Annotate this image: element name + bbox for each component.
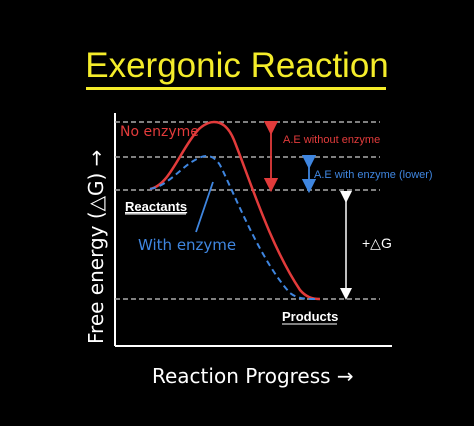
with-enzyme-pointer xyxy=(195,181,214,233)
with-enzyme-curve xyxy=(149,155,319,300)
ae-without-enzyme-label: A.E without enzyme xyxy=(283,134,380,146)
products-label: Products xyxy=(282,309,338,324)
reactants-label: Reactants xyxy=(125,199,187,214)
ae-with-enzyme-label: A.E with enzyme (lower) xyxy=(314,169,433,181)
with-enzyme-label: With enzyme xyxy=(138,236,236,254)
y-axis-label: Free energy (△G) → xyxy=(84,150,108,344)
title-underline xyxy=(86,87,386,90)
delta-g-label: +△G xyxy=(362,235,392,251)
no-enzyme-label: No enzyme xyxy=(120,124,199,140)
diagram-title: Exergonic Reaction xyxy=(85,46,389,85)
no-enzyme-label-text: No enzyme xyxy=(120,124,199,140)
no-enzyme-curve xyxy=(149,120,321,301)
x-axis-label: Reaction Progress → xyxy=(152,364,354,388)
